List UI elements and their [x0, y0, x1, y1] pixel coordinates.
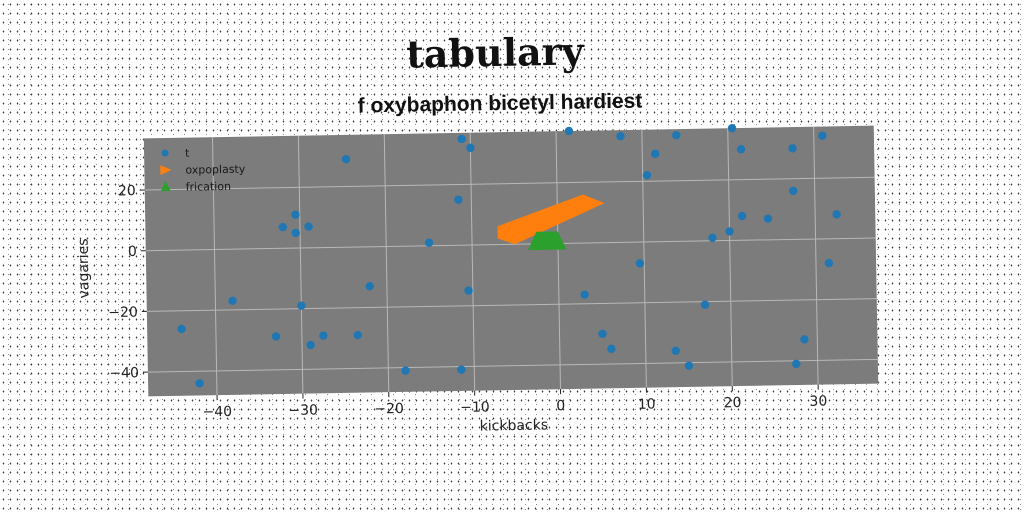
- data-point: [454, 195, 463, 204]
- legend-marker-circle: [161, 149, 169, 157]
- data-point: [788, 144, 797, 153]
- data-point: [424, 238, 434, 247]
- data-point: [763, 214, 773, 223]
- data-point: [341, 154, 351, 164]
- grid-line-x: [383, 134, 390, 393]
- y-tick-label: 0: [128, 244, 137, 260]
- data-point: [616, 131, 625, 141]
- x-tick-label: −10: [460, 399, 490, 416]
- y-axis-label: vagaries: [76, 238, 93, 298]
- data-point: [457, 134, 466, 144]
- data-point: [725, 227, 734, 236]
- data-point: [792, 359, 801, 369]
- legend: t oxpoplasty frication: [160, 147, 246, 194]
- x-tick-label: 30: [809, 394, 827, 410]
- grid-lines: [144, 126, 878, 396]
- data-point: [304, 222, 313, 231]
- data-point: [684, 361, 694, 370]
- data-point: [353, 330, 362, 340]
- grid-line-x: [813, 126, 819, 385]
- data-point: [800, 335, 809, 344]
- data-point: [736, 145, 746, 154]
- x-tick-label: −30: [288, 402, 318, 419]
- grid-line-x: [555, 131, 561, 390]
- grid-line-x: [727, 128, 733, 387]
- plot-area: [143, 125, 879, 397]
- x-tick-label: 10: [638, 397, 656, 413]
- y-tick-label: 20: [118, 183, 136, 199]
- grid-line-x: [297, 135, 304, 394]
- data-point: [818, 131, 827, 140]
- data-point: [598, 329, 607, 338]
- legend-marker-triangle: [160, 181, 171, 192]
- data-point: [401, 366, 410, 375]
- y-tick-label: −40: [109, 365, 139, 382]
- data-point: [708, 233, 717, 242]
- data-point: [365, 282, 374, 291]
- data-point: [228, 296, 237, 305]
- x-tick-label: −20: [374, 401, 404, 418]
- data-point: [700, 300, 710, 309]
- legend-label: oxpoplasty: [185, 163, 246, 177]
- data-point: [278, 222, 288, 232]
- x-tick-label: −40: [202, 404, 232, 421]
- series-shape: [497, 194, 605, 245]
- x-tick-label: 20: [723, 395, 741, 411]
- grid-line-x: [469, 132, 476, 391]
- grid-line-y: [145, 237, 876, 252]
- data-point: [824, 258, 834, 268]
- data-point: [291, 210, 300, 219]
- data-point: [466, 143, 475, 153]
- data-point: [642, 170, 652, 180]
- data-point: [457, 365, 466, 374]
- x-tick-label: 0: [556, 398, 565, 414]
- grid-line-y: [144, 176, 875, 191]
- grid-line-y: [146, 298, 877, 312]
- legend-label: frication: [186, 180, 232, 194]
- grid-line-x: [212, 137, 218, 396]
- data-point: [635, 259, 645, 268]
- data-point: [195, 379, 204, 388]
- y-tick-label: −20: [108, 305, 138, 322]
- data-point: [607, 344, 616, 354]
- data-point: [306, 340, 315, 350]
- data-point: [650, 149, 660, 158]
- data-point: [291, 228, 300, 238]
- data-point: [464, 286, 473, 295]
- data-point: [297, 301, 306, 310]
- grid-line-x: [641, 129, 647, 388]
- data-point: [177, 324, 186, 334]
- legend-label: t: [185, 147, 190, 160]
- data-point: [672, 130, 681, 140]
- data-point: [319, 331, 328, 340]
- data-point: [737, 211, 747, 221]
- data-point: [832, 210, 841, 219]
- data-point: [564, 126, 574, 136]
- y-axis-ticks: −40 −20 0 20: [108, 183, 148, 382]
- grid-line-y: [147, 358, 878, 373]
- data-point: [671, 346, 680, 355]
- x-axis-ticks: −40 −30 −20 −10 0 10 20 30: [202, 384, 827, 421]
- data-point: [727, 123, 737, 133]
- x-axis-label: kickbacks: [480, 417, 549, 434]
- data-point: [789, 186, 798, 196]
- data-point: [580, 290, 589, 299]
- series-layer: [177, 123, 841, 388]
- data-point: [271, 332, 281, 341]
- series-shape: [528, 231, 567, 251]
- legend-marker-triangle: [160, 165, 172, 176]
